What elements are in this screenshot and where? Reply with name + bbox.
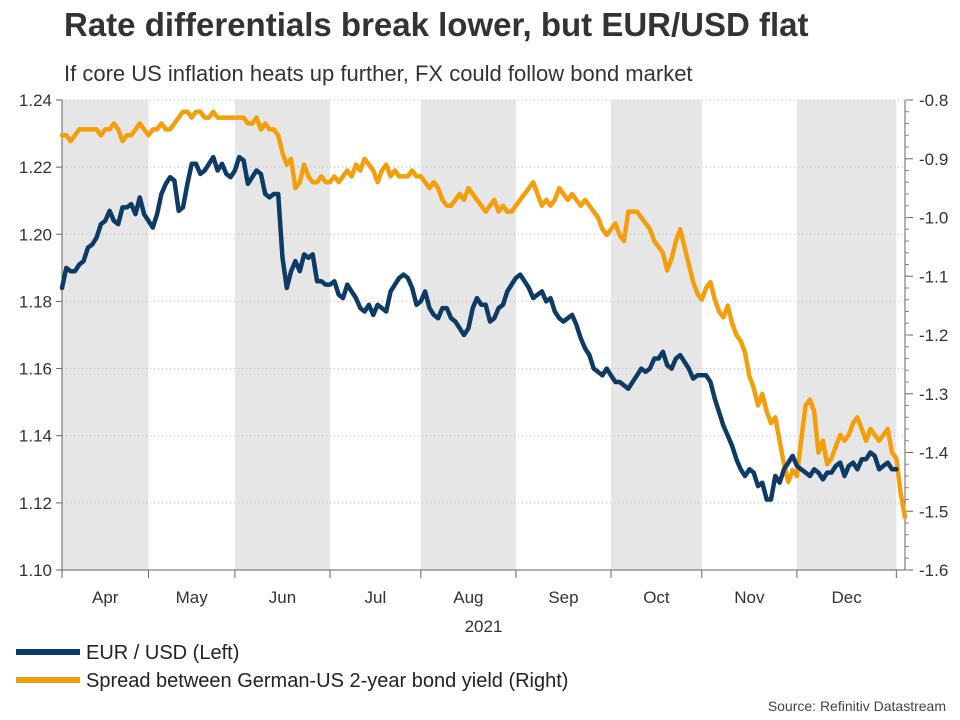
x-axis-year-label: 2021 [465,617,503,636]
x-tick-label-jun: Jun [269,588,296,607]
left-tick-label: 1.14 [19,427,52,446]
month-band-oct [611,100,702,570]
legend-item-eurusd: EUR / USD (Left) [16,642,239,665]
left-tick-label: 1.24 [19,91,52,110]
x-tick-label-aug: Aug [453,588,483,607]
left-tick-label: 1.18 [19,292,52,311]
x-tick-label-may: May [176,588,209,607]
right-tick-label: -1.5 [919,502,948,521]
right-tick-label: -1.4 [919,444,948,463]
left-tick-label: 1.12 [19,494,52,513]
legend-label-spread: Spread between German-US 2-year bond yie… [86,670,568,692]
legend-label-eurusd: EUR / USD (Left) [86,642,239,664]
source-note: Source: Refinitiv Datastream [768,698,946,714]
legend-swatch-eurusd [16,649,80,655]
x-tick-label-sep: Sep [548,588,578,607]
x-tick-label-dec: Dec [832,588,863,607]
right-tick-label: -1.6 [919,561,948,580]
x-tick-label-oct: Oct [643,588,670,607]
left-tick-label: 1.10 [19,561,52,580]
left-tick-label: 1.22 [19,158,52,177]
legend-item-spread: Spread between German-US 2-year bond yie… [16,670,568,693]
month-band-aug [421,100,516,570]
x-tick-label-nov: Nov [734,588,765,607]
left-tick-label: 1.16 [19,360,52,379]
month-band-apr [62,100,148,570]
chart-canvas: Apr May Jun Jul Aug Sep Oct Nov Dec 2021 1.10 1.12 1… [0,0,960,720]
right-tick-label: -1.3 [919,385,948,404]
month-band-jun [235,100,330,570]
month-band-dec [797,100,896,570]
right-tick-label: -0.9 [919,150,948,169]
right-tick-label: -0.8 [919,91,948,110]
right-tick-label: -1.1 [919,267,948,286]
right-tick-label: -1.0 [919,209,948,228]
x-tick-label-jul: Jul [365,588,387,607]
legend-swatch-spread [16,677,80,683]
x-tick-label-apr: Apr [92,588,119,607]
left-tick-label: 1.20 [19,225,52,244]
right-tick-label: -1.2 [919,326,948,345]
